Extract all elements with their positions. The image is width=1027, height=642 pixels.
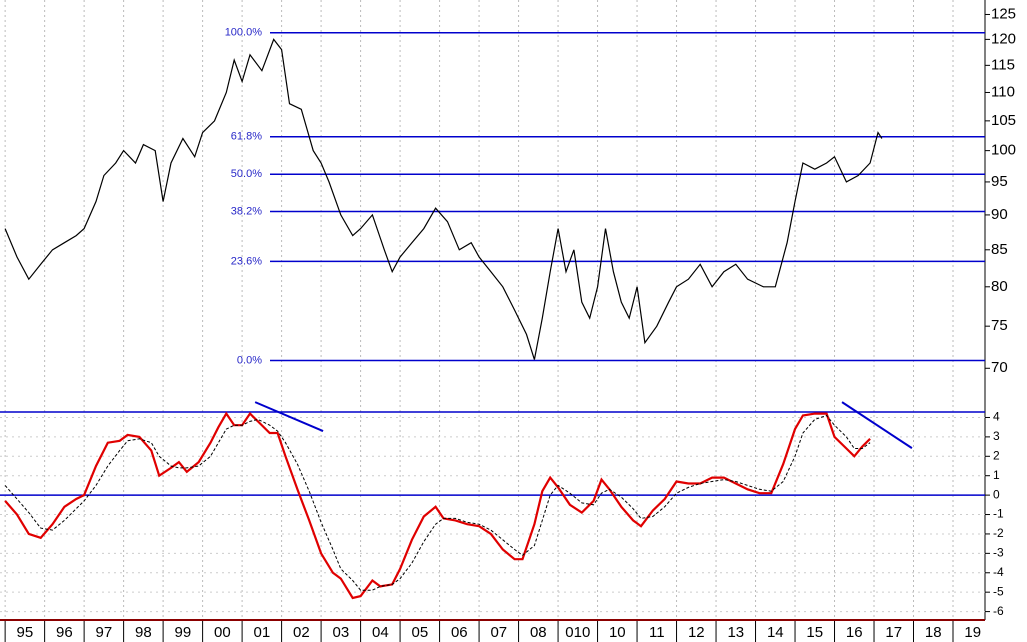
y-tick-label: -6: [993, 604, 1004, 618]
fib-label: 23.6%: [231, 255, 262, 267]
x-tick-label: 18: [925, 624, 942, 641]
x-tick-label: 96: [56, 624, 73, 641]
indicator-line: [4, 411, 871, 600]
x-tick-label: 19: [964, 624, 981, 641]
x-tick-label: 95: [17, 624, 34, 641]
y-tick-label: -5: [993, 584, 1004, 598]
y-tick-label: 115: [991, 56, 1015, 73]
x-tick-label: 00: [214, 624, 231, 641]
x-tick-label: 08: [530, 624, 547, 641]
x-tick-label: 14: [767, 624, 784, 641]
y-tick-label: -1: [993, 507, 1004, 521]
y-tick-label: -3: [993, 546, 1004, 560]
fib-label: 100.0%: [225, 27, 263, 39]
x-tick-label: 16: [846, 624, 863, 641]
x-tick-label: 02: [293, 624, 310, 641]
x-tick-label: 03: [332, 624, 349, 641]
x-tick-label: 06: [451, 624, 468, 641]
y-tick-label: 4: [993, 410, 1000, 424]
fib-label: 0.0%: [237, 354, 262, 366]
fib-label: 38.2%: [231, 205, 262, 217]
x-tick-label: 97: [96, 624, 113, 641]
x-tick-label: 98: [135, 624, 152, 641]
y-tick-label: 120: [991, 30, 1016, 47]
x-tick-label: 15: [806, 624, 823, 641]
y-tick-label: -4: [993, 565, 1004, 579]
y-tick-label: 75: [991, 317, 1008, 334]
y-tick-label: 3: [993, 429, 1000, 443]
y-tick-label: 110: [991, 83, 1015, 100]
y-tick-label: 100: [991, 142, 1016, 159]
x-tick-label: 01: [254, 624, 271, 641]
x-tick-label: 05: [411, 624, 428, 641]
x-tick-label: 010: [565, 624, 590, 641]
y-tick-label: 80: [991, 278, 1008, 295]
x-tick-label: 04: [372, 624, 389, 641]
y-tick-label: 105: [991, 112, 1016, 129]
y-tick-label: 125: [991, 5, 1016, 22]
x-tick-label: 99: [175, 624, 192, 641]
x-tick-label: 07: [490, 624, 507, 641]
y-tick-label: 90: [991, 206, 1008, 223]
y-tick-label: -2: [993, 526, 1004, 540]
y-tick-label: 0: [993, 487, 1000, 501]
y-tick-label: 2: [993, 448, 1000, 462]
x-tick-label: 11: [649, 624, 665, 641]
trend-line: [841, 401, 913, 449]
fib-label: 61.8%: [231, 131, 262, 143]
x-tick-label: 10: [609, 624, 626, 641]
indicator-line: [4, 414, 871, 591]
price-line: [4, 38, 883, 360]
y-tick-label: 85: [991, 241, 1008, 258]
x-tick-label: 13: [727, 624, 744, 641]
fib-label: 50.0%: [231, 168, 262, 180]
y-tick-label: 70: [991, 359, 1008, 376]
x-tick-label: 12: [688, 624, 705, 641]
y-tick-label: 95: [991, 173, 1008, 190]
trend-line: [254, 401, 324, 432]
x-tick-label: 17: [885, 624, 902, 641]
y-tick-label: 1: [993, 468, 1000, 482]
